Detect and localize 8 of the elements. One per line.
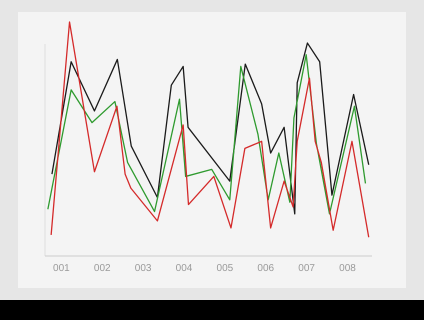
x-tick-label: 005 bbox=[216, 263, 234, 274]
x-tick-label: 001 bbox=[53, 263, 70, 274]
x-tick-label: 006 bbox=[257, 263, 275, 274]
x-tick-label: 003 bbox=[134, 263, 152, 274]
x-tick-label: 002 bbox=[94, 263, 112, 274]
x-tick-label: 007 bbox=[298, 263, 316, 274]
x-tick-label: 008 bbox=[339, 263, 356, 274]
x-tick-label: 004 bbox=[176, 263, 193, 274]
